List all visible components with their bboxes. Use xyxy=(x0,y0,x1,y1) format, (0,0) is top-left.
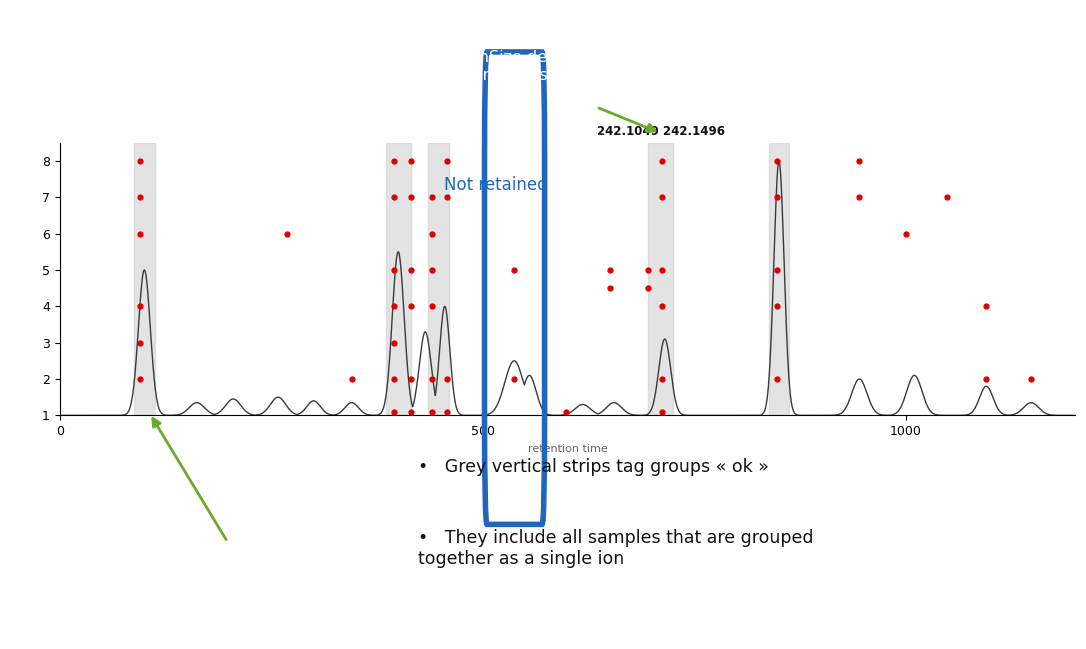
Text: •   They include all samples that are grouped
together as a single ion: • They include all samples that are grou… xyxy=(418,529,813,568)
Bar xyxy=(386,143,411,415)
X-axis label: retention time: retention time xyxy=(528,444,607,454)
Text: 242.1049 242.1496: 242.1049 242.1496 xyxy=(596,125,724,138)
Bar xyxy=(428,143,449,415)
Bar xyxy=(648,143,673,415)
Text: •   Grey vertical strips tag groups « ok »: • Grey vertical strips tag groups « ok » xyxy=(418,458,769,476)
Text: bw defines the
width of the
gaussian curve: bw defines the width of the gaussian cur… xyxy=(113,472,235,521)
Bar xyxy=(769,143,790,415)
Bar xyxy=(135,143,154,415)
Text: Not retained: Not retained xyxy=(444,176,547,194)
Text: binSize defines the
intervals of m/z: binSize defines the intervals of m/z xyxy=(464,51,617,82)
